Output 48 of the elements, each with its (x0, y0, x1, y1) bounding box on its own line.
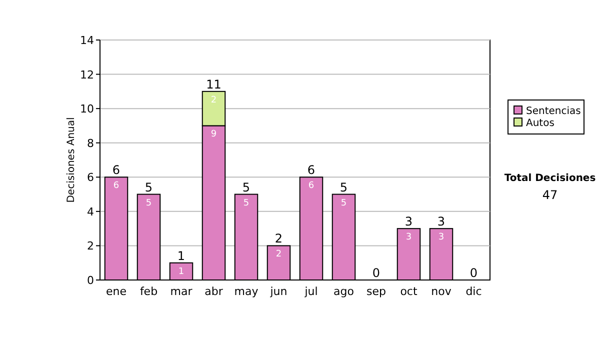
text: 47 (542, 188, 558, 202)
y-tick-label: 10 (80, 102, 94, 116)
data-label: 6 (308, 181, 314, 192)
x-tick-label: nov (431, 285, 452, 298)
data-label: 5 (146, 198, 152, 208)
legend-label: Autos (526, 118, 554, 129)
total-label: 6 (307, 163, 316, 178)
x-tick-label: jun (269, 285, 288, 298)
y-tick-label: 0 (87, 274, 94, 287)
total-label: 0 (470, 266, 478, 280)
x-tick-label: jul (304, 285, 318, 298)
data-label: 1 (178, 266, 184, 277)
total-label: 3 (404, 214, 413, 229)
x-tick-label: oct (400, 285, 418, 298)
total-label: 1 (177, 248, 186, 263)
total-label: 5 (242, 180, 250, 194)
data-label: 5 (340, 198, 347, 208)
total-label: 3 (437, 214, 446, 229)
total-label: 11 (206, 77, 222, 92)
y-axis-title: Decisiones Anual (66, 117, 77, 203)
text: Total Decisiones (504, 173, 596, 184)
total-label: 0 (372, 266, 380, 280)
data-label: 3 (406, 232, 412, 243)
data-label: 3 (438, 232, 444, 243)
x-tick-label: ago (334, 285, 354, 298)
x-tick-label: may (234, 285, 259, 298)
data-label: 5 (243, 198, 250, 208)
data-label: 2 (276, 250, 282, 260)
total-label: 2 (274, 232, 283, 246)
total-label: 6 (112, 163, 120, 178)
y-tick-label: 8 (87, 136, 94, 150)
x-tick-label: mar (170, 285, 193, 298)
x-tick-label: abr (204, 285, 224, 298)
data-label: 6 (113, 181, 120, 192)
x-tick-label: dic (466, 285, 482, 298)
total-label: 5 (340, 180, 348, 194)
y-tick-label: 2 (87, 240, 94, 253)
y-tick-label: 14 (80, 34, 94, 47)
data-label: 9 (210, 130, 217, 140)
y-tick-label: 12 (80, 68, 94, 82)
total-label: 5 (144, 180, 153, 194)
legend-label: Sentencias (526, 106, 581, 117)
x-tick-label: feb (140, 285, 158, 298)
x-tick-label: sep (366, 285, 386, 298)
data-label: 2 (210, 95, 217, 106)
y-tick-label: 4 (87, 205, 94, 218)
x-tick-label: ene (106, 285, 127, 298)
y-tick-label: 6 (87, 171, 94, 184)
